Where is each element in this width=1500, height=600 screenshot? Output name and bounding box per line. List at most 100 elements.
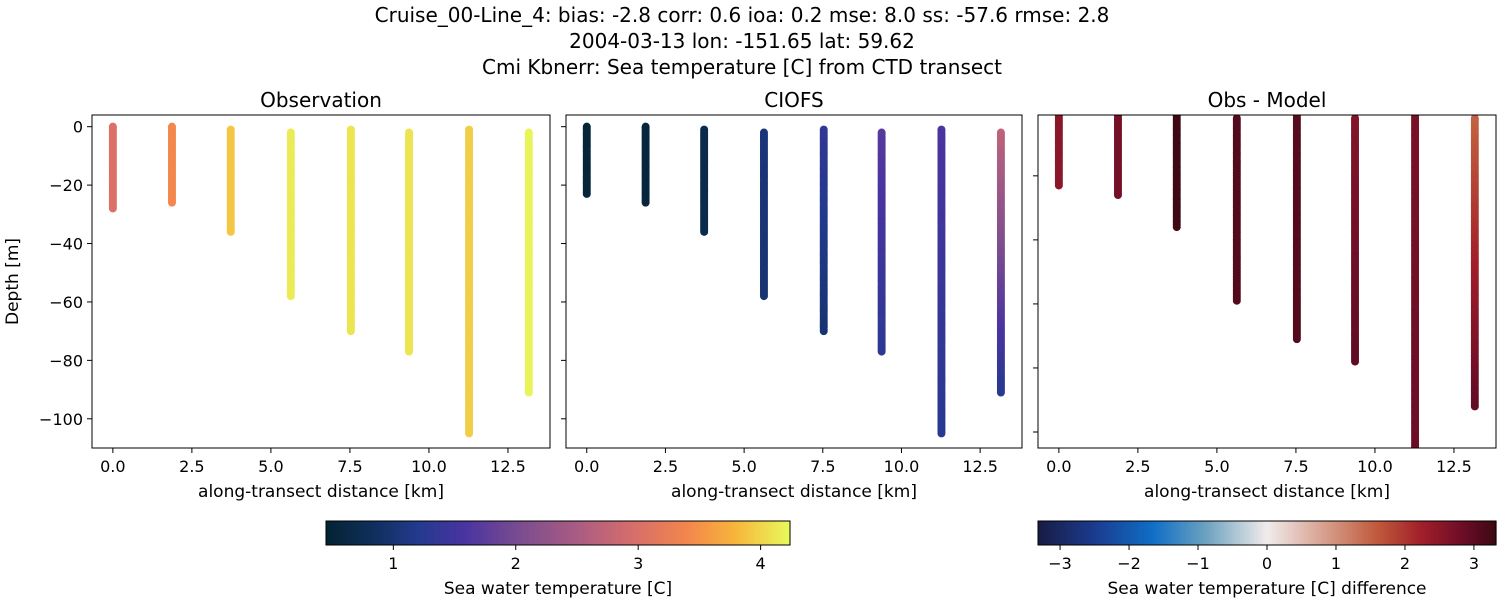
colorbar-segment: [1118, 521, 1122, 545]
colorbar-segment: [655, 521, 659, 545]
colorbar-segment: [769, 521, 773, 545]
panel-title: Obs - Model: [1208, 88, 1327, 112]
colorbar-segment: [1145, 521, 1149, 545]
colorbar-segment: [752, 521, 756, 545]
colorbar-segment: [1047, 521, 1051, 545]
colorbar-segment: [1443, 521, 1447, 545]
colorbar-segment: [720, 521, 724, 545]
colorbar-segment: [1489, 521, 1493, 545]
colorbar-segment: [1257, 521, 1261, 545]
colorbar-segment: [667, 521, 670, 545]
colorbar-2: −3 −2 −1 0 1 2 3 Sea water temperature [C] diff…: [1037, 520, 1497, 599]
colorbar-segment: [527, 521, 531, 545]
colorbar-segment: [1141, 521, 1144, 545]
colorbar-segment: [674, 521, 677, 545]
colorbar-segment: [1317, 521, 1321, 545]
colorbar-segment: [1452, 521, 1456, 545]
axes-frame: [565, 114, 1023, 449]
colorbar-segment: [511, 521, 515, 545]
data-point: [524, 388, 533, 397]
colorbar-segment: [386, 521, 390, 545]
colorbar-segment: [660, 521, 663, 545]
colorbar-segment: [562, 521, 566, 545]
profile-2: [641, 122, 650, 207]
colorbar-segment: [1244, 521, 1247, 545]
colorbar-segment: [1198, 521, 1202, 545]
colorbar-label: Sea water temperature [C] difference: [1107, 579, 1426, 599]
colorbar-segment: [1445, 521, 1449, 545]
colorbar-segment: [1372, 521, 1376, 545]
colorbar-segment: [729, 521, 733, 545]
colorbar-segment: [583, 521, 587, 545]
colorbar-segment: [725, 521, 728, 545]
colorbar-segment: [421, 521, 425, 545]
colorbar-segment: [1173, 521, 1176, 545]
colorbar-segment: [1299, 521, 1302, 545]
colorbar-segment: [372, 521, 376, 545]
colorbar-segment: [1214, 521, 1218, 545]
colorbar-segment: [718, 521, 721, 545]
colorbar-segment: [1370, 521, 1373, 545]
colorbar-segment: [1356, 521, 1360, 545]
colorbar-segment: [750, 521, 754, 545]
colorbar-segment: [534, 521, 538, 545]
colorbar-segment: [1196, 521, 1199, 545]
colorbar-segment: [1344, 521, 1348, 545]
colorbar-segment: [1420, 521, 1424, 545]
colorbar-segment: [687, 521, 691, 545]
colorbar-segment: [606, 521, 610, 545]
colorbar-segment: [634, 521, 638, 545]
colorbar-segment: [787, 521, 791, 545]
profile-7: [465, 125, 474, 438]
colorbar-segment: [1212, 521, 1215, 545]
colorbar-segment: [1482, 521, 1486, 545]
colorbar-segment: [1111, 521, 1115, 545]
colorbar-segment: [351, 521, 355, 545]
colorbar-segment: [1056, 521, 1060, 545]
colorbar-segment: [1326, 521, 1330, 545]
colorbar-label: Sea water temperature [C]: [444, 579, 672, 599]
colorbar-segment: [1205, 521, 1209, 545]
colorbar-segment: [1429, 521, 1433, 545]
colorbar-segment: [1170, 521, 1174, 545]
colorbar-segment: [479, 521, 483, 545]
panel-1: Observation 0.0 2.5 5.0 7.5 10.0 12.5 along-tra…: [3, 88, 551, 502]
colorbar-segment: [1106, 521, 1110, 545]
colorbar-segment: [513, 521, 517, 545]
colorbar-segment: [555, 521, 559, 545]
data-point: [877, 347, 886, 356]
profile-1: [1054, 115, 1063, 190]
colorbar-segment: [1434, 521, 1438, 545]
colorbar-segment: [662, 521, 666, 545]
colorbar-segment: [1225, 521, 1229, 545]
x-tick-label: 2.5: [1125, 457, 1150, 476]
colorbar-segment: [1303, 521, 1307, 545]
colorbar-segment: [708, 521, 712, 545]
colorbar-segment: [1312, 521, 1316, 545]
colorbar-segment: [1260, 521, 1264, 545]
colorbar-segment: [1342, 521, 1346, 545]
colorbar-segment: [1392, 521, 1396, 545]
colorbar-segment: [439, 521, 443, 545]
colorbar-segment: [1127, 521, 1131, 545]
colorbar-segment: [1349, 521, 1353, 545]
x-axis-label: along-transect distance [km]: [671, 482, 917, 502]
colorbar-segment: [437, 521, 441, 545]
colorbar-tick-label: −3: [1048, 554, 1072, 573]
colorbar-segment: [474, 521, 478, 545]
y-axis-label: Depth [m]: [3, 238, 23, 325]
colorbar-segment: [1340, 521, 1344, 545]
colorbar-segment: [1065, 521, 1069, 545]
colorbar-segment: [1315, 521, 1318, 545]
colorbar-segment: [448, 521, 452, 545]
colorbar-segment: [743, 521, 747, 545]
colorbar-segment: [1262, 521, 1266, 545]
colorbar-segment: [1058, 521, 1062, 545]
colorbar-segment: [504, 521, 508, 545]
colorbar-segment: [1337, 521, 1341, 545]
data-point: [405, 347, 414, 356]
colorbar-segment: [367, 521, 371, 545]
colorbar-segment: [738, 521, 742, 545]
colorbar-segment: [469, 521, 473, 545]
x-tick-label: 0.0: [574, 457, 599, 476]
